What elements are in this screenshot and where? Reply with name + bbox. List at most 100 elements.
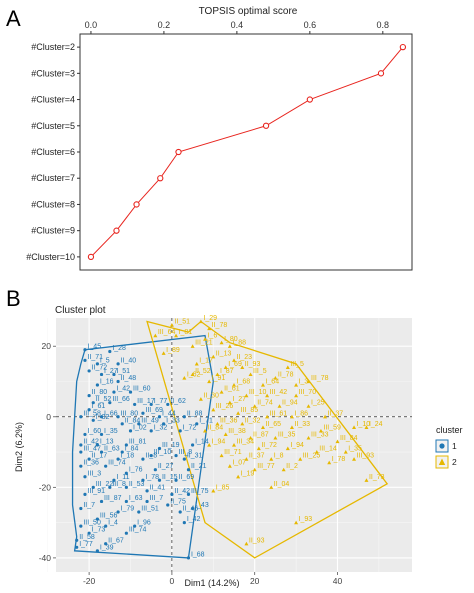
point-label: I_85 <box>216 484 230 491</box>
point-label: I_87 <box>220 368 234 375</box>
score-point <box>306 96 313 103</box>
point-label: II_21 <box>191 463 207 470</box>
point-label: I_42 <box>116 386 130 393</box>
point-label: I_11 <box>116 474 129 481</box>
point-label: I_27 <box>104 368 118 375</box>
score-point <box>133 201 140 208</box>
cluster-1-point <box>99 415 104 419</box>
point-label: I_76 <box>129 467 143 474</box>
point-label: III_58 <box>83 410 101 417</box>
point-label: III_59 <box>323 424 341 431</box>
cluster-1-point <box>83 475 87 479</box>
cluster-1-point <box>178 429 182 433</box>
cluster-1-point <box>116 362 120 366</box>
cluster-2-point <box>260 383 265 387</box>
cluster-1-point <box>124 471 128 475</box>
point-label: I_24 <box>369 421 383 428</box>
cluster-1-point <box>79 464 83 468</box>
point-label: II_61 <box>224 386 240 393</box>
cluster-2-point <box>306 435 311 440</box>
y-tick-label: #Cluster=6 <box>31 147 75 157</box>
point-label: I_78 <box>145 474 159 481</box>
cluster-2-point <box>306 404 311 408</box>
cluster-2-point <box>236 411 241 415</box>
cluster-2-point <box>248 435 253 440</box>
cluster-2-point <box>281 467 286 472</box>
point-label: I_39 <box>100 544 114 551</box>
point-label: I_02 <box>133 424 147 431</box>
cluster-2-point <box>294 383 299 387</box>
point-label: I_62 <box>187 371 201 378</box>
cluster-2-point <box>273 375 278 380</box>
cluster-2-point <box>203 428 208 433</box>
point-label: II_53 <box>129 481 145 488</box>
point-label: III_50 <box>83 520 101 527</box>
cluster-2-point <box>182 375 187 380</box>
point-label: I_94 <box>212 439 226 446</box>
cluster-2-point <box>203 337 208 341</box>
cluster-2-point <box>323 414 328 419</box>
point-label: III_75 <box>191 488 209 495</box>
x-tick-label: 20 <box>250 576 260 586</box>
cluster-2-point <box>232 443 236 447</box>
point-label: III_71 <box>224 449 242 456</box>
cluster-1-point <box>124 531 128 535</box>
point-label: II_52 <box>195 368 211 375</box>
point-label: II_33 <box>294 421 310 428</box>
cluster-2-hull <box>146 320 389 559</box>
y-tick-label: #Cluster=4 <box>31 95 75 105</box>
cluster-1-point <box>79 443 83 447</box>
point-label: I_07 <box>232 460 246 467</box>
point-label: I_68 <box>191 551 205 558</box>
cluster-2-point <box>248 372 253 377</box>
cluster-2-point <box>190 344 195 348</box>
point-label: II_42 <box>83 439 99 446</box>
cluster-2-point <box>256 446 261 451</box>
point-label: III_25 <box>303 453 321 460</box>
x-tick-label: 0.0 <box>85 20 98 30</box>
point-label: I_81 <box>179 329 193 336</box>
point-label: II_41 <box>150 484 166 491</box>
point-label: III_14 <box>319 446 337 453</box>
point-label: III_60 <box>133 386 151 393</box>
cluster-1-hull <box>71 334 214 559</box>
cluster-1-point <box>166 503 170 507</box>
cluster-2-point <box>198 397 203 401</box>
cluster-1-point <box>104 524 108 528</box>
cluster-1-point <box>99 499 104 504</box>
cluster-1-point <box>182 415 186 419</box>
score-point <box>262 122 270 129</box>
point-label: III_34 <box>237 439 255 446</box>
cluster-1-point <box>186 556 191 560</box>
cluster-2-point <box>194 361 199 366</box>
point-label: III_10 <box>249 389 267 396</box>
point-label: III_85 <box>241 407 259 414</box>
cluster-2-point <box>240 421 245 426</box>
cluster-1-point <box>83 358 87 362</box>
chart-b-title: Cluster plot <box>55 305 106 316</box>
point-label: I_14 <box>195 439 209 446</box>
cluster-1-point <box>83 492 87 496</box>
cluster-2-point <box>352 425 357 429</box>
cluster-2-point <box>227 344 232 348</box>
point-label: II_17 <box>92 453 108 460</box>
point-label: I_80 <box>224 336 238 343</box>
point-label: III_17 <box>137 398 155 405</box>
cluster-1-point <box>112 390 116 394</box>
chart-b-xlabel: Dim1 (14.2%) <box>184 578 239 588</box>
point-label: I_77 <box>79 541 93 548</box>
point-label: II_78 <box>278 371 294 378</box>
cluster-1-point <box>87 369 91 373</box>
score-point <box>87 253 95 261</box>
point-label: I_86 <box>294 410 308 417</box>
point-label: I_77 <box>154 398 168 405</box>
point-label: I_66 <box>104 410 118 417</box>
x-tick-label: 0.6 <box>304 20 317 30</box>
point-label: III_49 <box>141 417 159 424</box>
cluster-1-point <box>99 372 104 377</box>
cluster-1-point <box>157 415 162 419</box>
topsis-line-chart: 0.0 0.2 0.4 0.6 0.8 #Cluster=2 #Cluster=3 #Clus… <box>26 20 413 271</box>
cluster-1-point <box>157 478 162 482</box>
cluster-2-point <box>364 425 369 429</box>
